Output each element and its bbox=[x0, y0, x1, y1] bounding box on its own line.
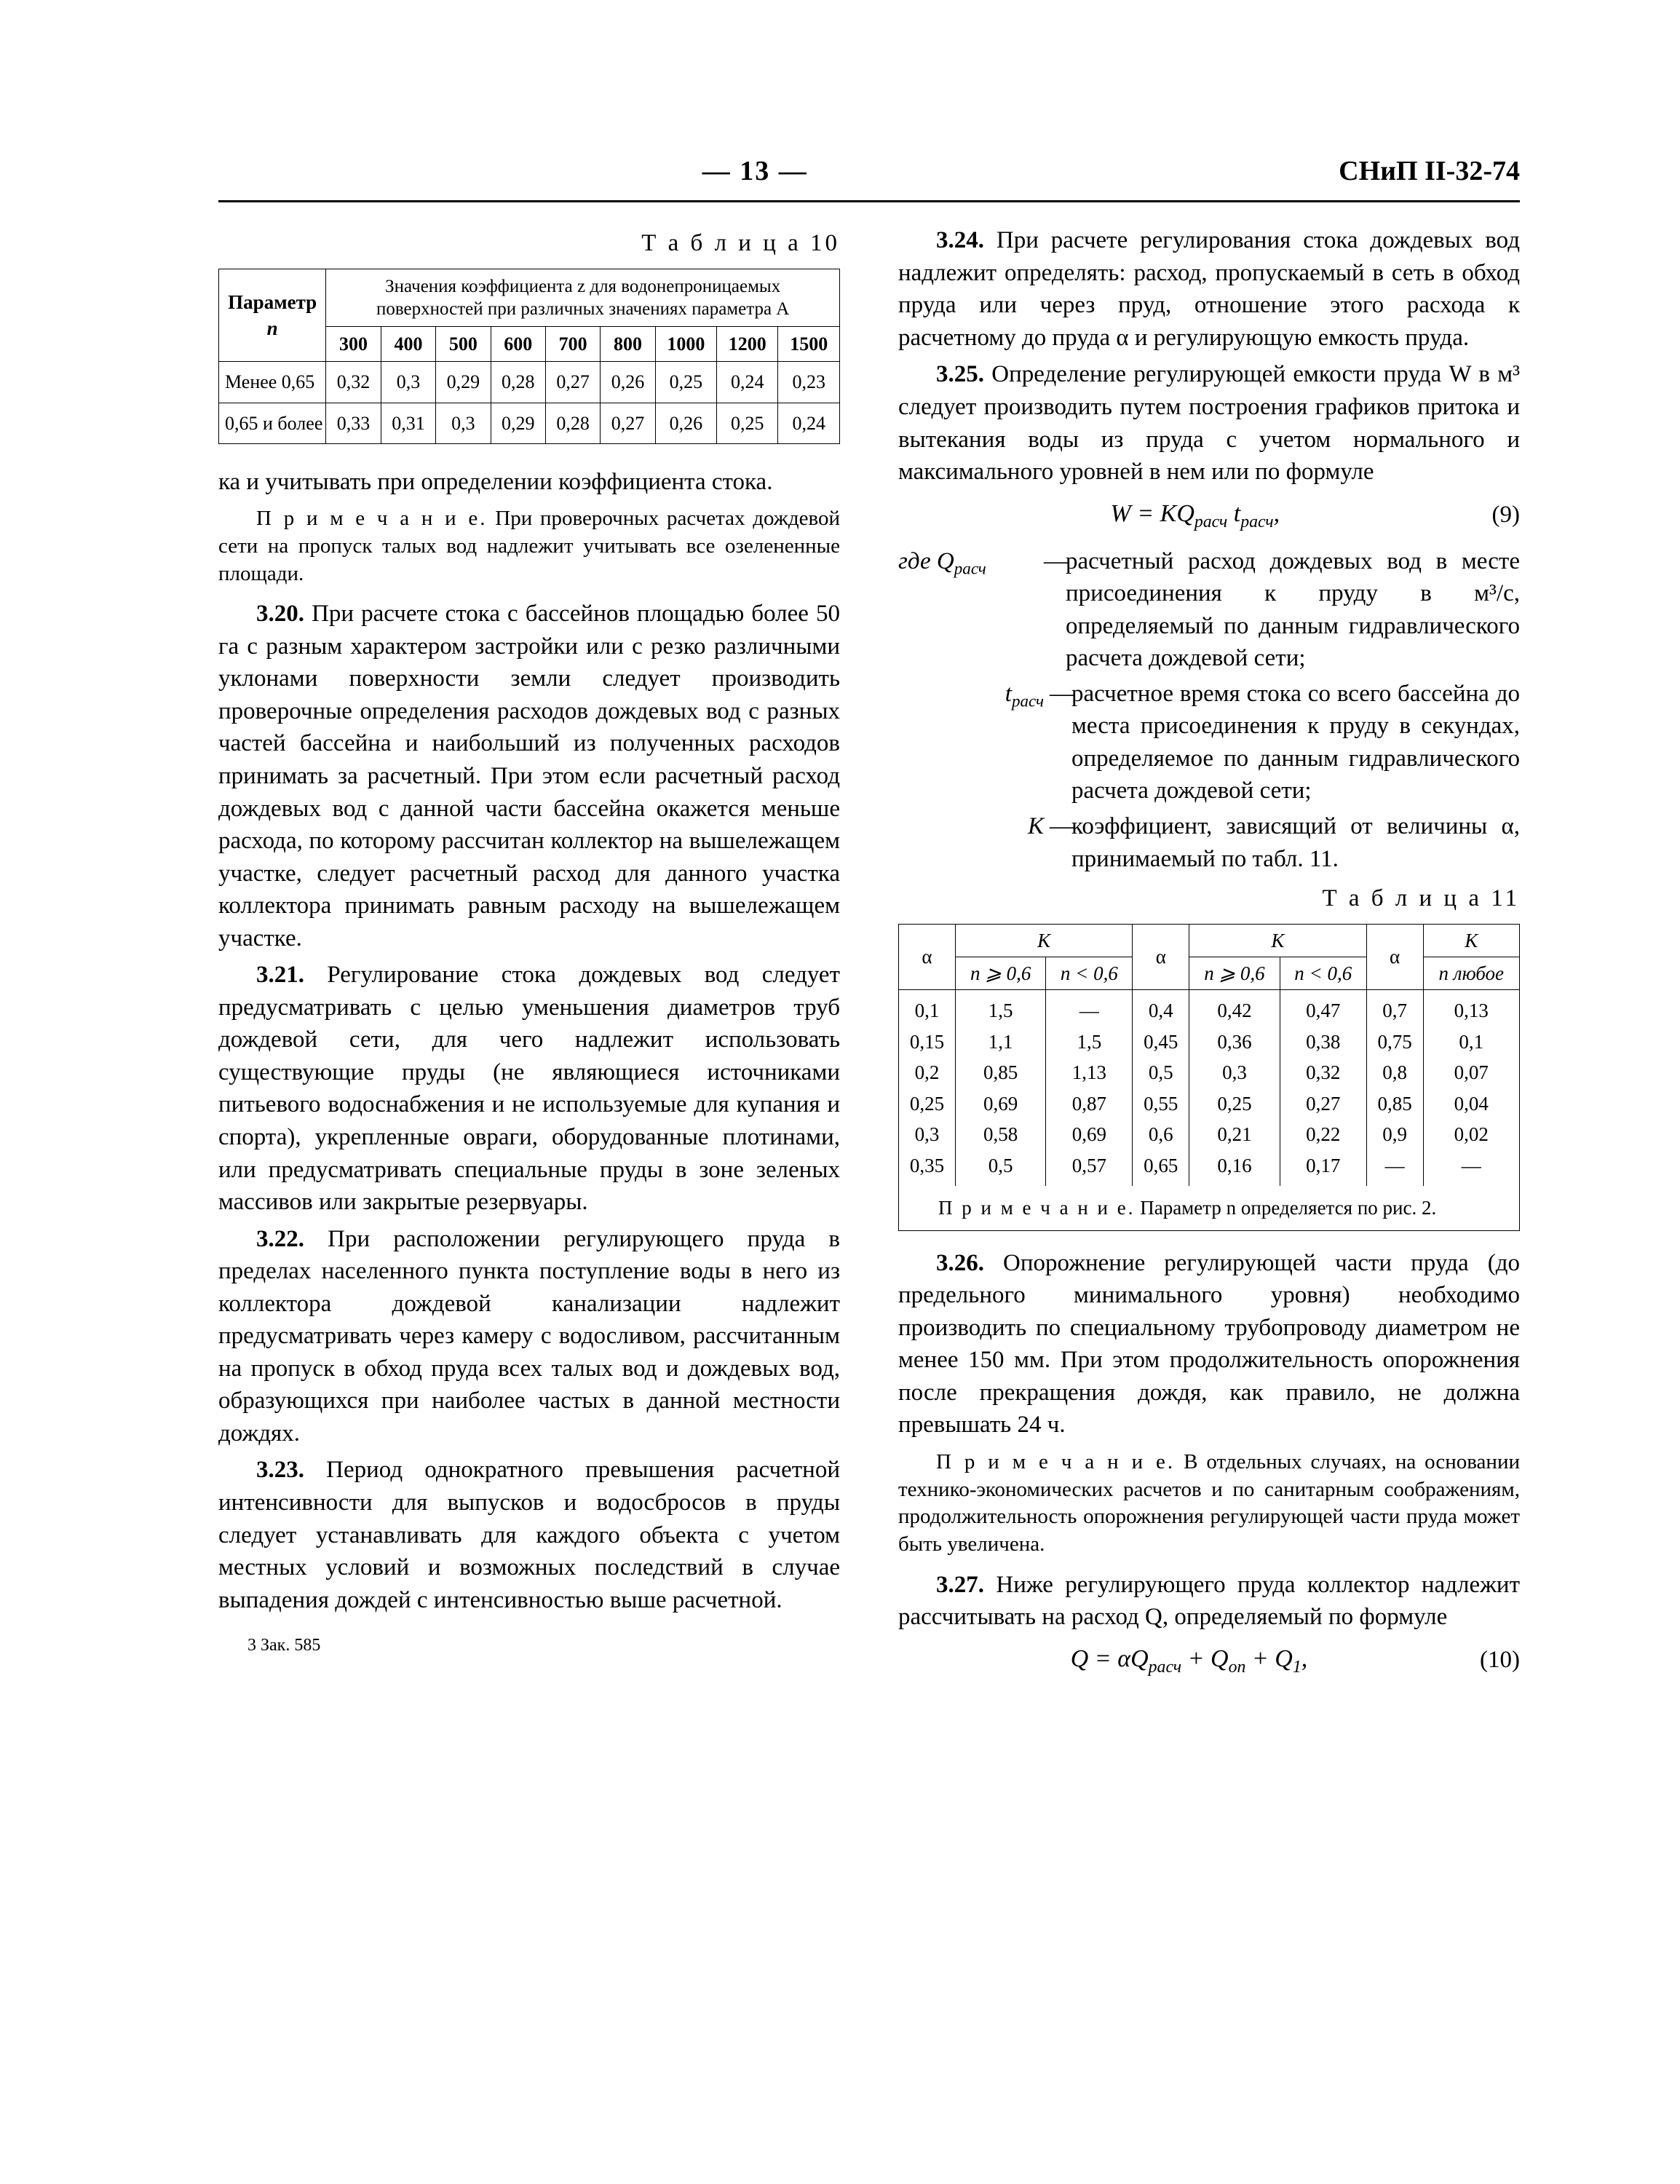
t11-sub: n ⩾ 0,6 bbox=[1189, 957, 1280, 990]
note-lead: П р и м е ч а н и е. bbox=[256, 507, 488, 530]
t11-sub: n < 0,6 bbox=[1280, 957, 1366, 990]
two-column-body: Т а б л и ц а 10 Параметрn Значения коэф… bbox=[218, 224, 1520, 2088]
t11-alpha: α bbox=[899, 924, 956, 990]
formula-num: (10) bbox=[1480, 1644, 1520, 1677]
t10-A: 600 bbox=[491, 327, 545, 362]
t11-alpha: α bbox=[1366, 924, 1423, 990]
t11-sub: n < 0,6 bbox=[1046, 957, 1133, 990]
table-row: Менее 0,65 0,32 0,3 0,29 0,28 0,27 0,26 … bbox=[219, 362, 840, 403]
t10-A: 700 bbox=[545, 327, 600, 362]
where-K: K — коэффициент, зависящий от величины α… bbox=[898, 810, 1520, 875]
doc-code: СНиП II-32-74 bbox=[1339, 153, 1520, 190]
formula-9: W = KQрасч tрасч, (9) bbox=[898, 497, 1520, 534]
t10-A: 1000 bbox=[655, 327, 716, 362]
running-header: — 13 — СНиП II-32-74 bbox=[218, 153, 1520, 202]
note-lead: П р и м е ч а н и е. bbox=[936, 1450, 1175, 1473]
t10-A: 1200 bbox=[717, 327, 778, 362]
t10-A: 1500 bbox=[778, 327, 840, 362]
para-3-24: 3.24. При расчете регулирования стока до… bbox=[898, 224, 1520, 354]
clause-num: 3.22. bbox=[256, 1226, 304, 1252]
clause-num: 3.26. bbox=[936, 1250, 984, 1276]
table11-block: Т а б л и ц а 11 α K α K α K n ⩾ 0,6 n <… bbox=[898, 882, 1520, 1230]
t11-alpha: α bbox=[1133, 924, 1189, 990]
formula-expr: Q = αQрасч + Qоп + Q1, bbox=[898, 1642, 1480, 1679]
table10: Параметрn Значения коэффициента z для во… bbox=[218, 269, 840, 444]
table-row: 0,151,11,50,450,360,380,750,1 bbox=[899, 1026, 1520, 1057]
table11-note: П р и м е ч а н и е. Параметр n определя… bbox=[898, 1186, 1520, 1230]
clause-num: 3.25. bbox=[936, 361, 984, 387]
formula-10: Q = αQрасч + Qоп + Q1, (10) bbox=[898, 1642, 1520, 1679]
t11-sub: n любое bbox=[1423, 957, 1519, 990]
t11-K: K bbox=[1423, 924, 1519, 957]
table-row: 0,250,690,870,550,250,270,850,04 bbox=[899, 1088, 1520, 1119]
table-row: 0,350,50,570,650,160,17—— bbox=[899, 1150, 1520, 1186]
note-body: Параметр n определяется по рис. 2. bbox=[1135, 1197, 1436, 1219]
table11: α K α K α K n ⩾ 0,6 n < 0,6 n ⩾ 0,6 n < … bbox=[898, 924, 1520, 1187]
where-t: tрасч — расчетное время стока со всего б… bbox=[898, 678, 1520, 807]
page-number: — 13 — bbox=[702, 153, 808, 190]
para-3-21: 3.21. Регулирование стока дождевых вод с… bbox=[218, 959, 840, 1218]
t10-param-header: Параметрn bbox=[219, 269, 326, 362]
table-row: 0,65 и более 0,33 0,31 0,3 0,29 0,28 0,2… bbox=[219, 403, 840, 443]
t10-A: 300 bbox=[326, 327, 381, 362]
clause-num: 3.27. bbox=[936, 1572, 984, 1598]
note: П р и м е ч а н и е. В отдельных случаях… bbox=[898, 1449, 1520, 1559]
para-3-23: 3.23. Период однократного превышения рас… bbox=[218, 1454, 840, 1616]
t10-rowlabel: 0,65 и более bbox=[219, 403, 326, 443]
note-lead: П р и м е ч а н и е. bbox=[938, 1197, 1135, 1219]
para-3-25: 3.25. Определение регулирующей емкости п… bbox=[898, 358, 1520, 488]
table-row: 0,30,580,690,60,210,220,90,02 bbox=[899, 1119, 1520, 1150]
para-3-26: 3.26. Опорожнение регулирующей части пру… bbox=[898, 1247, 1520, 1441]
table-row: 0,20,851,130,50,30,320,80,07 bbox=[899, 1057, 1520, 1088]
table-row: 0,11,5—0,40,420,470,70,13 bbox=[899, 990, 1520, 1026]
clause-num: 3.21. bbox=[256, 962, 304, 988]
t10-A: 500 bbox=[436, 327, 491, 362]
para-3-27: 3.27. Ниже регулирующего пруда коллектор… bbox=[898, 1569, 1520, 1634]
t10-main-header: Значения коэффициента z для водонепрониц… bbox=[326, 269, 840, 327]
formula-num: (9) bbox=[1492, 499, 1520, 531]
clause-num: 3.20. bbox=[256, 601, 304, 627]
t11-K: K bbox=[1189, 924, 1366, 957]
para-3-20: 3.20. При расчете стока с бассейнов площ… bbox=[218, 598, 840, 954]
para-3-22: 3.22. При расположении регулирующего пру… bbox=[218, 1223, 840, 1450]
t10-A: 400 bbox=[381, 327, 435, 362]
where-Q: где Qрасч — расчетный расход дождевых во… bbox=[898, 545, 1520, 675]
clause-num: 3.23. bbox=[256, 1457, 304, 1483]
print-mark: 3 Зак. 585 bbox=[218, 1634, 840, 1657]
t11-sub: n ⩾ 0,6 bbox=[955, 957, 1046, 990]
clause-num: 3.24. bbox=[936, 227, 984, 253]
t10-rowlabel: Менее 0,65 bbox=[219, 362, 326, 403]
body-text: ка и учитывать при определении коэффицие… bbox=[218, 466, 840, 499]
t10-A: 800 bbox=[601, 327, 655, 362]
table11-label: Т а б л и ц а 11 bbox=[898, 882, 1520, 915]
table10-label: Т а б л и ц а 10 bbox=[218, 227, 840, 260]
page-root: — 13 — СНиП II-32-74 Т а б л и ц а 10 Па… bbox=[0, 0, 1680, 2184]
note: П р и м е ч а н и е. При проверочных рас… bbox=[218, 505, 840, 587]
t11-K: K bbox=[955, 924, 1132, 957]
formula-expr: W = KQрасч tрасч, bbox=[898, 497, 1492, 534]
